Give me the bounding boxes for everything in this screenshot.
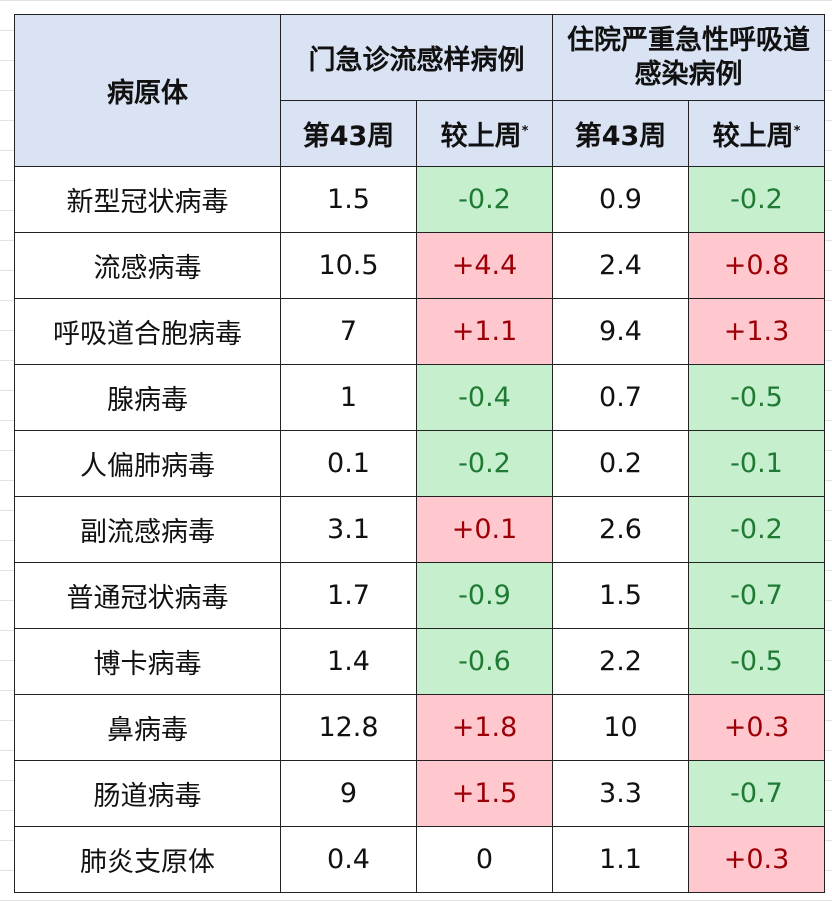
rate-cell: 9.4	[552, 298, 689, 365]
rate-cell: 1.4	[280, 628, 417, 695]
pathogen-name: 腺病毒	[14, 364, 281, 431]
change-cell: -0.2	[416, 430, 553, 497]
change-cell: +0.3	[688, 826, 825, 893]
pathogen-name: 鼻病毒	[14, 694, 281, 761]
change-cell: +0.8	[688, 232, 825, 299]
table-row: 普通冠状病毒 1.7 -0.9 1.5 -0.7	[14, 562, 825, 629]
change-cell: -0.2	[688, 496, 825, 563]
rate-cell: 3.1	[280, 496, 417, 563]
change-cell: -0.9	[416, 562, 553, 629]
subheader-text: 较上周	[440, 121, 522, 152]
rate-cell: 0.9	[552, 166, 689, 233]
rate-cell: 9	[280, 760, 417, 827]
footnote-mark: *	[793, 124, 801, 139]
rate-cell: 0.1	[280, 430, 417, 497]
rate-cell: 0.7	[552, 364, 689, 431]
change-cell: +4.4	[416, 232, 553, 299]
rate-cell: 2.6	[552, 496, 689, 563]
subheader: 较上周*	[416, 100, 553, 167]
header-cell: 病原体	[14, 14, 281, 167]
pathogen-name: 呼吸道合胞病毒	[14, 298, 281, 365]
pathogen-name: 副流感病毒	[14, 496, 281, 563]
rate-cell: 3.3	[552, 760, 689, 827]
rate-cell: 10	[552, 694, 689, 761]
group-header: 住院严重急性呼吸道感染病例	[552, 14, 825, 101]
change-cell: -0.5	[688, 628, 825, 695]
pathogen-name: 普通冠状病毒	[14, 562, 281, 629]
pathogen-name: 新型冠状病毒	[14, 166, 281, 233]
change-cell: -0.4	[416, 364, 553, 431]
table-row: 肺炎支原体 0.4 0 1.1 +0.3	[14, 826, 825, 893]
subheader: 较上周*	[688, 100, 825, 167]
change-cell: -0.5	[688, 364, 825, 431]
rate-cell: 0.4	[280, 826, 417, 893]
pathogen-name: 肺炎支原体	[14, 826, 281, 893]
change-cell: -0.7	[688, 760, 825, 827]
pathogen-name: 博卡病毒	[14, 628, 281, 695]
pathogen-name: 流感病毒	[14, 232, 281, 299]
change-cell: +0.3	[688, 694, 825, 761]
table-row: 鼻病毒 12.8 +1.8 10 +0.3	[14, 694, 825, 761]
rate-cell: 2.4	[552, 232, 689, 299]
rate-cell: 7	[280, 298, 417, 365]
rate-cell: 1.5	[552, 562, 689, 629]
change-cell: +1.1	[416, 298, 553, 365]
subheader-text: 较上周	[712, 121, 794, 152]
change-cell: -0.2	[688, 166, 825, 233]
footnote-mark: *	[521, 124, 529, 139]
change-cell: +1.3	[688, 298, 825, 365]
pathogen-name: 人偏肺病毒	[14, 430, 281, 497]
table-row: 流感病毒 10.5 +4.4 2.4 +0.8	[14, 232, 825, 299]
subheader: 第43周	[280, 100, 417, 167]
rate-cell: 2.2	[552, 628, 689, 695]
change-cell: +0.1	[416, 496, 553, 563]
change-cell: -0.7	[688, 562, 825, 629]
change-cell: -0.6	[416, 628, 553, 695]
rate-cell: 1	[280, 364, 417, 431]
table-row: 新型冠状病毒 1.5 -0.2 0.9 -0.2	[14, 166, 825, 233]
pathogen-name: 肠道病毒	[14, 760, 281, 827]
change-cell: -0.1	[688, 430, 825, 497]
table-row: 博卡病毒 1.4 -0.6 2.2 -0.5	[14, 628, 825, 695]
change-cell: +1.5	[416, 760, 553, 827]
data-table: 病原体 门急诊流感样病例 住院严重急性呼吸道感染病例 第43周 较上周* 第43周较…	[14, 14, 825, 893]
subheader-text: 第43周	[574, 121, 667, 152]
change-cell: +1.8	[416, 694, 553, 761]
change-cell: 0	[416, 826, 553, 893]
subheader-text: 第43周	[302, 121, 395, 152]
rate-cell: 1.1	[552, 826, 689, 893]
rate-cell: 1.5	[280, 166, 417, 233]
rate-cell: 0.2	[552, 430, 689, 497]
change-cell: -0.2	[416, 166, 553, 233]
table-row: 人偏肺病毒 0.1 -0.2 0.2 -0.1	[14, 430, 825, 497]
rate-cell: 1.7	[280, 562, 417, 629]
subheader: 第43周	[552, 100, 689, 167]
group-header: 门急诊流感样病例	[280, 14, 553, 101]
table-row: 副流感病毒 3.1 +0.1 2.6 -0.2	[14, 496, 825, 563]
table-row: 肠道病毒 9 +1.5 3.3 -0.7	[14, 760, 825, 827]
rate-cell: 12.8	[280, 694, 417, 761]
table-row: 腺病毒 1 -0.4 0.7 -0.5	[14, 364, 825, 431]
rate-cell: 10.5	[280, 232, 417, 299]
table-row: 呼吸道合胞病毒 7 +1.1 9.4 +1.3	[14, 298, 825, 365]
